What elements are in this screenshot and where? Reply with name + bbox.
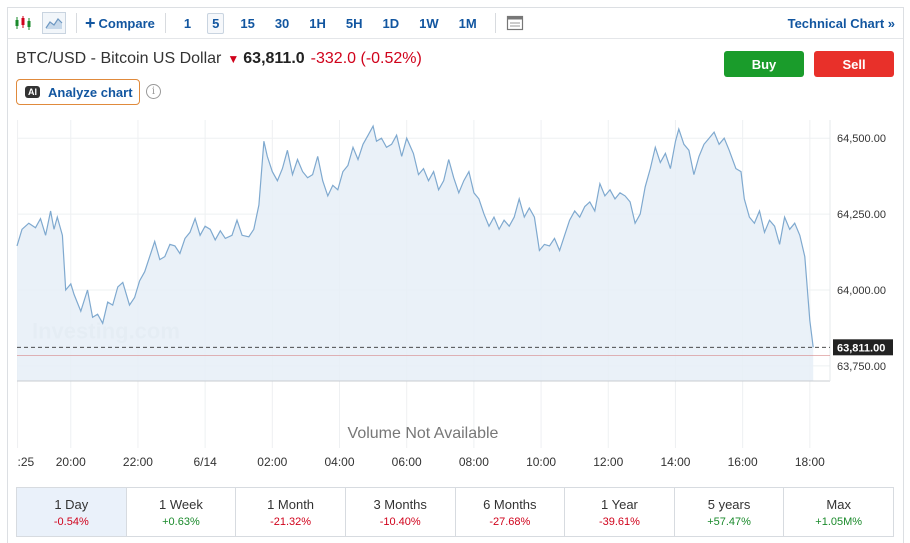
period-label: 5 years [707, 497, 751, 512]
ai-badge: AI [25, 86, 40, 98]
sell-button[interactable]: Sell [814, 51, 894, 77]
y-tick-label: 64,250.00 [837, 209, 886, 221]
interval-1h[interactable]: 1H [309, 15, 326, 31]
period-change: -0.54% [53, 516, 89, 528]
period-1-day[interactable]: 1 Day -0.54% [17, 488, 127, 536]
x-tick-label: 06:00 [392, 455, 422, 469]
price-change: -332.0 (-0.52%) [311, 50, 422, 68]
instrument-header: BTC/USD - Bitcoin US Dollar ▼ 63,811.0 -… [16, 50, 422, 68]
period-change: +57.47% [707, 516, 751, 528]
instrument-name: BTC/USD - Bitcoin US Dollar [16, 50, 222, 67]
chart-widget: + Compare 1 5 15 30 1H 5H 1D 1W 1M Technical Cha… [7, 7, 904, 543]
interval-1m[interactable]: 1M [458, 15, 477, 31]
period-performance-bar: 1 Day -0.54% 1 Week +0.63% 1 Month -21.32% 3 M… [16, 487, 894, 537]
interval-1w[interactable]: 1W [419, 15, 439, 31]
toolbar-divider [494, 13, 496, 33]
period-change: -27.68% [489, 516, 531, 528]
interval-5h[interactable]: 5H [345, 15, 363, 31]
period-change: -10.40% [379, 516, 421, 528]
x-tick-label: 12:00 [593, 455, 623, 469]
period-label: 1 Year [601, 497, 638, 512]
candlestick-icon[interactable] [12, 12, 34, 34]
x-tick-label: 02:00 [257, 455, 287, 469]
down-arrow-icon: ▼ [227, 52, 240, 66]
area-chart-icon[interactable] [42, 12, 66, 34]
interval-1d[interactable]: 1D [382, 15, 400, 31]
period-label: 6 Months [483, 497, 537, 512]
analyze-chart-label: Analyze chart [48, 84, 133, 100]
compare-button[interactable]: + Compare [85, 14, 155, 32]
period-1-month[interactable]: 1 Month -21.32% [236, 488, 346, 536]
interval-1[interactable]: 1 [183, 15, 192, 31]
toolbar: + Compare 1 5 15 30 1H 5H 1D 1W 1M Technical Cha… [8, 8, 903, 39]
last-price: 63,811.0 [243, 50, 305, 67]
period-change: +1.05M% [815, 516, 863, 528]
price-change-pct: (-0.52%) [360, 50, 422, 67]
x-tick-label: 08:00 [459, 455, 489, 469]
x-tick-label: 10:00 [526, 455, 556, 469]
x-tick-label: 16:00 [728, 455, 758, 469]
period-5-years[interactable]: 5 years +57.47% [675, 488, 785, 536]
x-tick-label: 20:00 [56, 455, 86, 469]
buy-button[interactable]: Buy [724, 51, 804, 77]
volume-not-available-text: Volume Not Available [348, 425, 499, 442]
analyze-chart-button[interactable]: AI Analyze chart [16, 79, 140, 105]
toolbar-divider [164, 13, 166, 33]
price-change-value: -332.0 [310, 50, 357, 67]
period-change: -39.61% [598, 516, 640, 528]
period-change: -21.32% [270, 516, 312, 528]
info-icon[interactable]: i [146, 84, 161, 99]
interval-selector: 1 5 15 30 1H 5H 1D 1W 1M [174, 12, 487, 34]
x-tick-label: 04:00 [324, 455, 354, 469]
price-chart[interactable]: Investing.com64,500.0064,250.0064,000.00… [8, 8, 903, 478]
current-price-tag [833, 339, 893, 356]
period-max[interactable]: Max +1.05M% [784, 488, 893, 536]
period-label: 3 Months [373, 497, 427, 512]
interval-15[interactable]: 15 [240, 15, 255, 31]
period-1-week[interactable]: 1 Week +0.63% [127, 488, 237, 536]
calendar-icon[interactable] [504, 12, 526, 34]
current-price-label: 63,811.00 [837, 342, 885, 354]
interval-5[interactable]: 5 [207, 12, 225, 34]
period-6-months[interactable]: 6 Months -27.68% [456, 488, 566, 536]
compare-label: Compare [98, 15, 155, 31]
plus-icon: + [85, 13, 96, 33]
technical-chart-link[interactable]: Technical Chart » [787, 16, 895, 31]
y-tick-label: 64,000.00 [837, 285, 886, 297]
price-area [17, 126, 814, 381]
period-label: Max [826, 497, 851, 512]
period-change: +0.63% [162, 516, 200, 528]
interval-30[interactable]: 30 [274, 15, 290, 31]
period-1-year[interactable]: 1 Year -39.61% [565, 488, 675, 536]
x-tick-label: 22:00 [123, 455, 153, 469]
period-label: 1 Month [267, 497, 315, 512]
x-tick-label: 14:00 [660, 455, 690, 469]
toolbar-divider [76, 13, 77, 33]
period-3-months[interactable]: 3 Months -10.40% [346, 488, 456, 536]
y-tick-label: 63,750.00 [837, 361, 886, 373]
period-label: 1 Day [54, 497, 89, 512]
price-series-line [16, 124, 814, 348]
y-tick-label: 64,500.00 [837, 133, 886, 145]
x-tick-label: 18:00 [795, 455, 825, 469]
x-tick-label: 6/14 [193, 455, 217, 469]
x-tick-label: :25 [18, 455, 35, 469]
period-label: 1 Week [159, 497, 203, 512]
